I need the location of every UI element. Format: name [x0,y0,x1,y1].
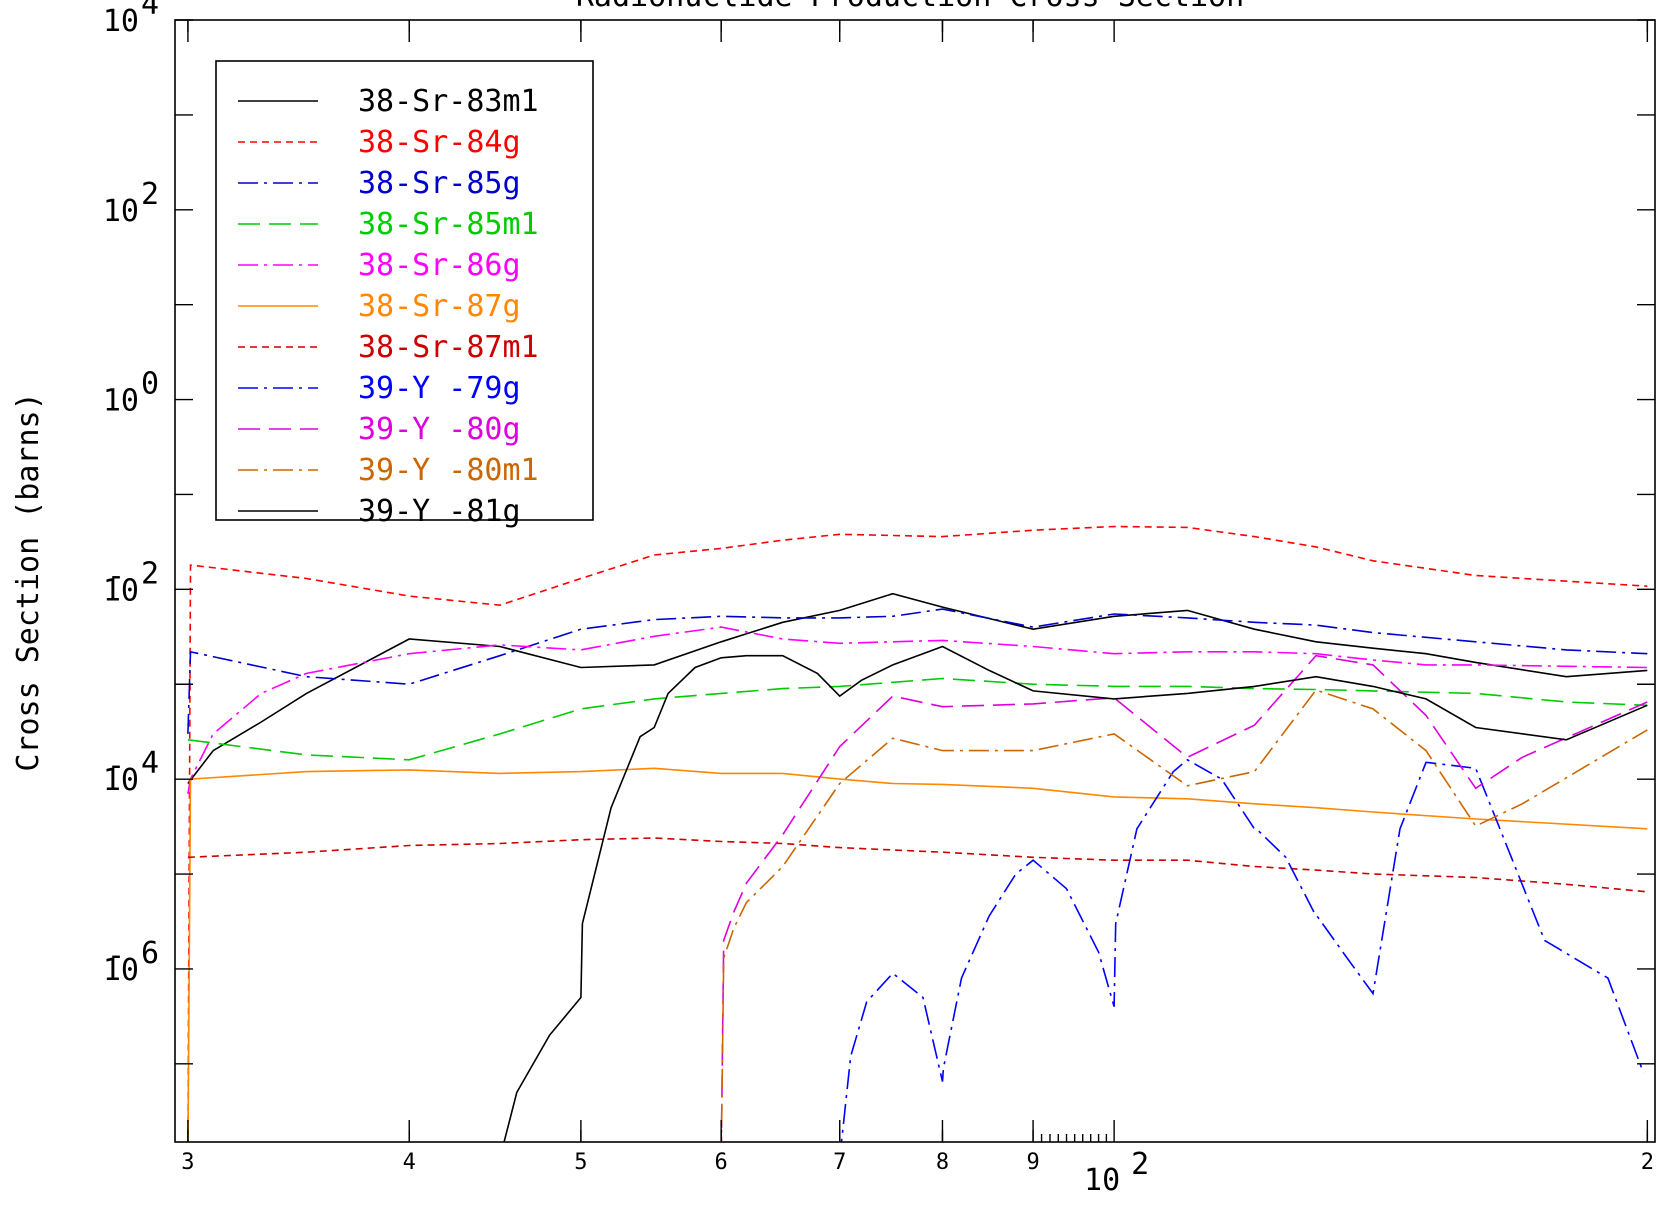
series-line-5 [187,767,1648,1142]
x-tick-label: 7 [833,1150,846,1175]
legend-label-9: 39-Y -80m1 [358,453,539,488]
y-tick-label-minus: - [107,748,125,783]
legend-label-8: 39-Y -80g [358,412,521,447]
y-tick-label-base: 10 [103,573,139,608]
series-line-9 [720,689,1648,1142]
x-tick-label: 2 [1641,1150,1654,1175]
legend-box [215,60,594,521]
legend-label-10: 39-Y -81g [358,494,521,529]
y-tick-label-base: 10 [103,4,139,39]
y-tick-label-exp: 2 [141,177,159,212]
chart-title: Radionuclide Production Cross Section [576,0,1244,14]
x-decade-label-base: 10 [1084,1163,1120,1198]
legend-label-3: 38-Sr-85m1 [358,207,539,242]
y-tick-label-base: 10 [103,194,139,229]
y-tick-label-base: 10 [103,763,139,798]
x-tick-label: 3 [181,1150,194,1175]
plot-frame [174,19,1656,1143]
series-line-1 [187,525,1648,1142]
series-layer [187,525,1648,1142]
x-tick-label: 6 [715,1150,728,1175]
x-tick-label: 4 [403,1150,416,1175]
series-line-6 [187,837,1648,893]
x-tick-label: 5 [574,1150,587,1175]
series-line-7 [840,758,1645,1142]
y-tick-label-minus: - [107,938,125,973]
y-tick-label-exp: 4 [141,746,159,781]
legend: 38-Sr-83m1 38-Sr-84g 38-Sr-85g 38-Sr-85m1 38… [215,60,594,529]
legend-label-5: 38-Sr-87g [358,289,521,324]
x-tick-label: 8 [936,1150,949,1175]
legend-label-0: 38-Sr-83m1 [358,84,539,119]
series-line-3 [187,677,1648,761]
series-line-0 [187,592,1648,784]
series-line-8 [720,654,1648,1142]
axis-layer: 3 4 5 6 7 8 9 210 210 410 210 010 2-10 4-10 6- [103,0,1655,1198]
series-line-2 [187,608,1648,734]
y-axis-title: Cross Section (barns) [11,392,46,771]
y-tick-label-exp: 0 [141,367,159,402]
y-tick-label-minus: - [107,558,125,593]
legend-label-2: 38-Sr-85g [358,166,521,201]
x-decade-label-exp: 2 [1131,1147,1149,1182]
series-line-4 [187,626,1648,794]
x-tick-label: 9 [1026,1150,1039,1175]
legend-label-4: 38-Sr-86g [358,248,521,283]
y-tick-label-exp: 4 [141,0,159,22]
legend-label-7: 39-Y -79g [358,371,521,406]
y-tick-label-exp: 2 [141,556,159,591]
legend-label-6: 38-Sr-87m1 [358,330,539,365]
series-line-10 [503,645,1648,1142]
legend-label-1: 38-Sr-84g [358,125,521,160]
y-tick-label-base: 10 [103,384,139,419]
y-tick-label-exp: 6 [141,936,159,971]
y-tick-label-base: 10 [103,953,139,988]
